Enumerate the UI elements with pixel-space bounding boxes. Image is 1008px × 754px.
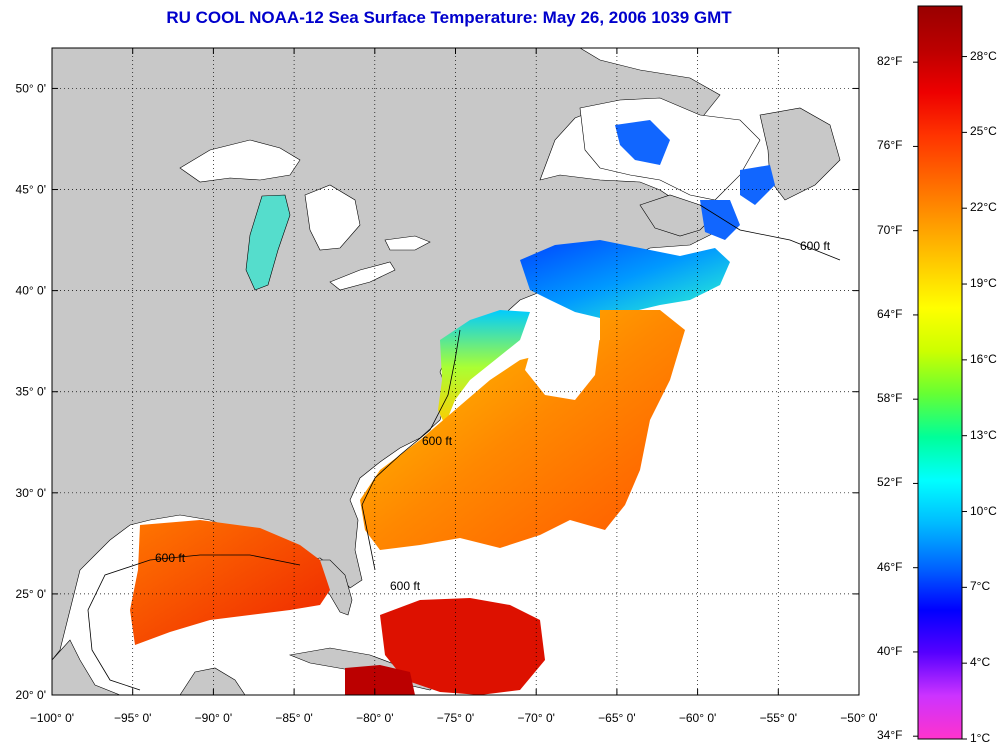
lon-tick-label: −60° 0': [679, 711, 716, 725]
lat-tick-label: 20° 0': [16, 688, 46, 702]
lat-tick-label: 45° 0': [16, 183, 46, 197]
lake-huron: [304, 184, 361, 251]
sst-caribbean: [380, 598, 545, 695]
isobath-label-gulf: 600 ft: [155, 551, 186, 565]
lake-superior: [179, 139, 301, 183]
lon-tick-label: −85° 0': [275, 711, 312, 725]
sst-st-lawrence: [615, 120, 775, 240]
isobath-600ft-atlantic: [361, 204, 841, 571]
celsius-label: 28°C: [970, 48, 997, 63]
celsius-label: 22°C: [970, 200, 997, 215]
celsius-label: 10°C: [970, 503, 997, 518]
lake-ontario: [384, 235, 431, 251]
isobath-label-bahamas: 600 ft: [390, 579, 421, 593]
latitude-labels: 50° 0' 45° 0' 40° 0' 35° 0' 30° 0' 25° 0' 20° …: [16, 81, 46, 702]
lon-tick-label: −55° 0': [760, 711, 797, 725]
sst-north-atlantic: [520, 240, 730, 318]
lon-tick-label: −80° 0': [356, 711, 393, 725]
fahrenheit-label: 82°F: [877, 54, 903, 69]
sst-cloud-gap: [525, 320, 600, 400]
lon-tick-label: −50° 0': [840, 711, 877, 725]
land-newfoundland: [759, 107, 841, 201]
gulf-st-lawrence: [579, 97, 761, 201]
celsius-label: 19°C: [970, 276, 997, 291]
celsius-label: 7°C: [970, 579, 991, 594]
isobath-label-carolina: 600 ft: [422, 434, 453, 448]
colorbar: [917, 5, 963, 740]
celsius-label: 25°C: [970, 124, 997, 139]
lon-tick-label: −90° 0': [195, 711, 232, 725]
isobath-label-atlantic: 600 ft: [800, 239, 831, 253]
celsius-label: 1°C: [970, 731, 991, 745]
lat-tick-label: 25° 0': [16, 587, 46, 601]
lat-tick-label: 50° 0': [16, 81, 46, 95]
map-frame: [51, 47, 860, 696]
lake-michigan: [245, 194, 291, 291]
map-layers: 600 ft 600 ft 600 ft 600 ft: [52, 48, 841, 695]
fahrenheit-label: 52°F: [877, 475, 903, 490]
colorbar-ticks: [913, 56, 967, 740]
lon-tick-label: −65° 0': [598, 711, 635, 725]
sst-cuba-south: [345, 665, 415, 695]
celsius-label: 13°C: [970, 427, 997, 442]
lon-tick-label: −100° 0': [30, 711, 74, 725]
fahrenheit-label: 64°F: [877, 306, 903, 321]
lat-tick-label: 35° 0': [16, 385, 46, 399]
map-title: RU COOL NOAA-12 Sea Surface Temperature:…: [166, 8, 732, 27]
lat-tick-label: 30° 0': [16, 486, 46, 500]
fahrenheit-label: 34°F: [877, 728, 903, 743]
lon-tick-label: −75° 0': [437, 711, 474, 725]
lake-erie: [329, 261, 396, 291]
sst-gulf-stream: [360, 310, 685, 550]
lat-tick-label: 40° 0': [16, 284, 46, 298]
celsius-label: 16°C: [970, 351, 997, 366]
lon-tick-label: −95° 0': [114, 711, 151, 725]
isobath-600ft-gulf: [87, 554, 301, 691]
sst-coastal-mid-atlantic: [438, 310, 530, 425]
sst-gulf-of-mexico: [130, 520, 330, 645]
lon-tick-label: −70° 0': [517, 711, 554, 725]
land-mexico: [52, 639, 246, 695]
fahrenheit-label: 58°F: [877, 391, 903, 406]
fahrenheit-label: 70°F: [877, 222, 903, 237]
fahrenheit-label: 76°F: [877, 138, 903, 153]
celsius-label: 4°C: [970, 655, 991, 670]
fahrenheit-label: 40°F: [877, 643, 903, 658]
longitude-labels: −100° 0' −95° 0' −90° 0' −85° 0' −80° 0' −75°…: [30, 711, 878, 725]
fahrenheit-label: 46°F: [877, 559, 903, 574]
